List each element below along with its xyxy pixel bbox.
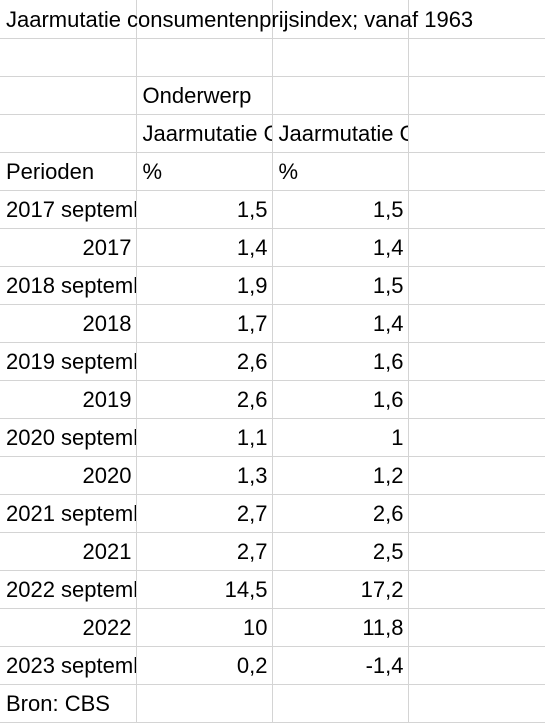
period-cell[interactable]: 2017 september xyxy=(0,190,137,229)
cell-empty[interactable] xyxy=(408,266,545,305)
period-cell[interactable]: 2018 september xyxy=(0,266,137,305)
value-cell[interactable]: 1,4 xyxy=(272,304,409,343)
table-row: 2021 september 2,7 2,6 xyxy=(0,494,545,533)
sheet-title: Jaarmutatie consumentenprijsindex; vanaf… xyxy=(6,6,474,32)
cell-empty[interactable] xyxy=(408,608,545,647)
column-header-row: Jaarmutatie CPI Jaarmutatie CPI, afgelei… xyxy=(0,114,545,153)
value-cell[interactable]: 2,7 xyxy=(136,532,273,571)
table-row: 2017 1,4 1,4 xyxy=(0,228,545,267)
table-row: 2021 2,7 2,5 xyxy=(0,532,545,571)
value-cell[interactable]: 1,5 xyxy=(272,190,409,229)
source-cell[interactable]: Bron: CBS xyxy=(0,684,137,723)
table-row: 2018 1,7 1,4 xyxy=(0,304,545,343)
period-cell[interactable]: 2023 september xyxy=(0,646,137,685)
cell-empty[interactable] xyxy=(0,114,137,153)
period-cell[interactable]: 2019 september xyxy=(0,342,137,381)
unit-cell[interactable]: % xyxy=(136,152,273,191)
table-row: 2020 1,3 1,2 xyxy=(0,456,545,495)
value-cell[interactable]: 1 xyxy=(272,418,409,457)
value-cell[interactable]: 2,7 xyxy=(136,494,273,533)
value-cell[interactable]: 2,6 xyxy=(272,494,409,533)
value-cell[interactable]: 10 xyxy=(136,608,273,647)
cell-empty[interactable] xyxy=(408,570,545,609)
unit-cell[interactable]: % xyxy=(272,152,409,191)
cell-empty[interactable] xyxy=(408,190,545,229)
period-cell[interactable]: 2022 september xyxy=(0,570,137,609)
table-row: 2022 10 11,8 xyxy=(0,608,545,647)
cell-empty[interactable] xyxy=(272,76,409,115)
period-cell[interactable]: 2019 xyxy=(0,380,137,419)
value-cell[interactable]: 1,5 xyxy=(136,190,273,229)
unit-row: Perioden % % xyxy=(0,152,545,191)
cell-onderwerp[interactable]: Onderwerp xyxy=(136,76,273,115)
value-cell[interactable]: 14,5 xyxy=(136,570,273,609)
value-cell[interactable]: 2,6 xyxy=(136,342,273,381)
cell-empty[interactable] xyxy=(408,418,545,457)
table-row: 2018 september 1,9 1,5 xyxy=(0,266,545,305)
value-cell[interactable]: 1,6 xyxy=(272,380,409,419)
period-cell[interactable]: 2020 xyxy=(0,456,137,495)
cell-empty[interactable] xyxy=(408,76,545,115)
cell-empty[interactable] xyxy=(136,0,273,39)
value-cell[interactable]: 1,4 xyxy=(136,228,273,267)
cell-empty[interactable] xyxy=(408,684,545,723)
column-header-cell[interactable]: Jaarmutatie CPI, afgeleid xyxy=(272,114,409,153)
cell-empty[interactable] xyxy=(0,76,137,115)
cell-empty[interactable] xyxy=(408,152,545,191)
value-cell[interactable]: 2,5 xyxy=(272,532,409,571)
period-cell[interactable]: 2017 xyxy=(0,228,137,267)
cell-empty[interactable] xyxy=(408,646,545,685)
cell-empty[interactable] xyxy=(408,380,545,419)
cell-empty[interactable] xyxy=(136,684,273,723)
onderwerp-row: Onderwerp xyxy=(0,76,545,115)
table-row: 2022 september 14,5 17,2 xyxy=(0,570,545,609)
value-cell[interactable]: 1,1 xyxy=(136,418,273,457)
value-cell[interactable]: 0,2 xyxy=(136,646,273,685)
value-cell[interactable]: 1,5 xyxy=(272,266,409,305)
cell-title[interactable]: Jaarmutatie consumentenprijsindex; vanaf… xyxy=(0,0,473,39)
table-row: 2020 september 1,1 1 xyxy=(0,418,545,457)
cell-empty[interactable] xyxy=(272,0,409,39)
table-row: 2023 september 0,2 -1,4 xyxy=(0,646,545,685)
period-cell[interactable]: 2022 xyxy=(0,608,137,647)
cell-empty[interactable] xyxy=(408,114,545,153)
table-row: 2019 2,6 1,6 xyxy=(0,380,545,419)
value-cell[interactable]: 11,8 xyxy=(272,608,409,647)
cell-empty[interactable] xyxy=(272,684,409,723)
column-header-cell[interactable]: Jaarmutatie CPI xyxy=(136,114,273,153)
value-cell[interactable]: 2,6 xyxy=(136,380,273,419)
table-row: 2019 september 2,6 1,6 xyxy=(0,342,545,381)
value-cell[interactable]: 1,7 xyxy=(136,304,273,343)
cell-empty[interactable] xyxy=(408,456,545,495)
cell-empty[interactable] xyxy=(408,494,545,533)
cell-empty[interactable] xyxy=(408,304,545,343)
value-cell[interactable]: 1,2 xyxy=(272,456,409,495)
value-cell[interactable]: -1,4 xyxy=(272,646,409,685)
period-cell[interactable]: 2021 september xyxy=(0,494,137,533)
cell-empty[interactable] xyxy=(272,38,409,77)
cell-empty[interactable] xyxy=(408,38,545,77)
value-cell[interactable]: 1,4 xyxy=(272,228,409,267)
cell-empty[interactable] xyxy=(408,532,545,571)
period-cell[interactable]: 2018 xyxy=(0,304,137,343)
cell-empty[interactable] xyxy=(136,38,273,77)
value-cell[interactable]: 1,6 xyxy=(272,342,409,381)
cell-empty[interactable] xyxy=(408,342,545,381)
period-cell[interactable]: 2021 xyxy=(0,532,137,571)
title-row: Jaarmutatie consumentenprijsindex; vanaf… xyxy=(0,0,545,39)
period-cell[interactable]: 2020 september xyxy=(0,418,137,457)
value-cell[interactable]: 17,2 xyxy=(272,570,409,609)
value-cell[interactable]: 1,3 xyxy=(136,456,273,495)
cell-empty[interactable] xyxy=(408,0,545,39)
cell-empty[interactable] xyxy=(0,38,137,77)
source-row: Bron: CBS xyxy=(0,684,545,723)
cell-empty[interactable] xyxy=(408,228,545,267)
empty-row xyxy=(0,38,545,77)
perioden-label-cell[interactable]: Perioden xyxy=(0,152,137,191)
value-cell[interactable]: 1,9 xyxy=(136,266,273,305)
table-row: 2017 september 1,5 1,5 xyxy=(0,190,545,229)
